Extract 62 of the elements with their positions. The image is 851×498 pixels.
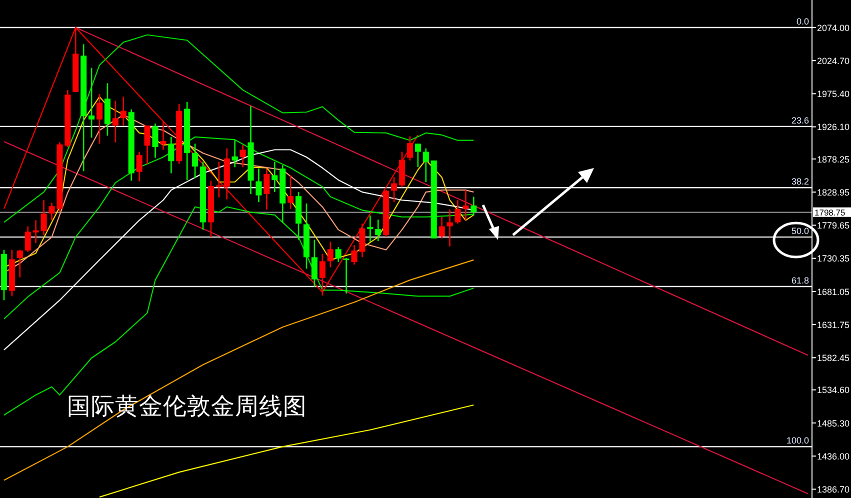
y-tick-label: 1730.35 <box>817 254 850 264</box>
y-tick-label: 1485.30 <box>817 418 850 428</box>
candlestick <box>232 140 238 168</box>
line-series <box>3 259 474 481</box>
candlestick <box>168 136 174 174</box>
candlestick <box>438 216 445 240</box>
candlestick <box>414 143 421 168</box>
candlestick <box>96 93 103 144</box>
y-tick-label: 1681.05 <box>817 286 850 297</box>
y-tick-label: 1878.25 <box>817 154 850 164</box>
candlestick <box>272 161 278 193</box>
candlestick <box>391 176 398 203</box>
y-tick-label: 1779.65 <box>817 220 850 231</box>
candlestick <box>454 199 461 224</box>
candlestick <box>136 151 142 182</box>
y-tick-label: 2024.70 <box>817 56 850 66</box>
candlestick <box>375 218 382 242</box>
candlestick <box>160 122 166 150</box>
y-tick-label: 1926.10 <box>817 122 850 132</box>
candlestick <box>192 143 198 179</box>
candlestick <box>40 199 47 236</box>
y-tick-label: 1828.95 <box>817 187 850 198</box>
candlestick <box>462 189 469 221</box>
line-series <box>3 26 418 293</box>
annotation: 0.0 <box>796 16 809 26</box>
candlestick <box>446 208 453 248</box>
candlestick <box>264 168 270 210</box>
candlestick <box>311 239 318 288</box>
candlestick <box>406 136 414 162</box>
candlestick <box>256 168 262 203</box>
y-tick-label: 2074.00 <box>817 22 850 33</box>
y-tick-label: 1534.60 <box>817 385 850 396</box>
candlestick <box>112 100 118 144</box>
line-series <box>3 136 474 320</box>
candlestick <box>16 249 23 278</box>
candlestick <box>144 124 150 164</box>
candlestick <box>24 226 31 253</box>
candlestick <box>327 241 334 268</box>
line-series <box>3 206 474 416</box>
candlestick <box>152 122 158 158</box>
candlestick <box>367 214 374 242</box>
candlestick <box>288 174 294 210</box>
annotation: 23.6 <box>791 115 809 126</box>
annotation: 38.2 <box>791 176 809 187</box>
y-tick-label: 1582.45 <box>817 352 850 363</box>
y-tick-label: 1631.75 <box>817 320 850 330</box>
y-tick-label: 1386.70 <box>817 484 850 494</box>
ref-line-label: 1798.75 <box>814 207 846 218</box>
annotation: 61.8 <box>791 276 809 286</box>
candlestick <box>120 96 126 126</box>
candlestick <box>32 220 39 244</box>
candlestick <box>88 67 95 138</box>
candlestick <box>240 144 246 168</box>
candlestick <box>422 148 429 183</box>
y-tick-label: 1436.00 <box>817 451 850 462</box>
candlestick <box>343 257 350 294</box>
y-tick-label: 1975.40 <box>817 89 850 100</box>
line-series <box>3 34 474 223</box>
candlestick <box>470 196 477 216</box>
annotation: 100.0 <box>786 436 809 446</box>
annotation: 50.0 <box>791 226 809 236</box>
candlestick <box>335 246 342 263</box>
